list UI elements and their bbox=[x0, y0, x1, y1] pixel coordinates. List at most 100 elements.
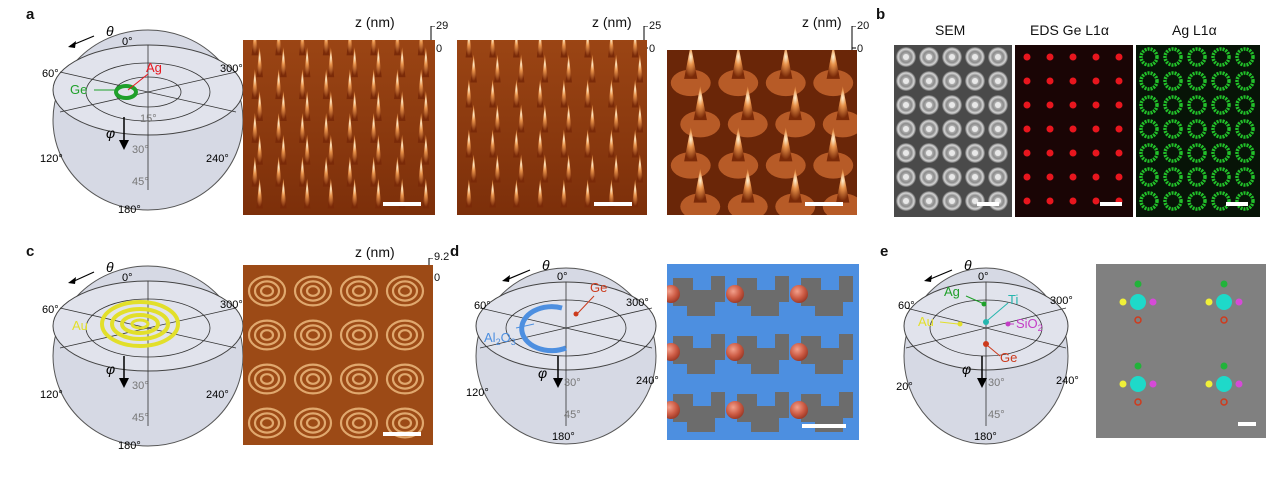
scale-bar bbox=[383, 432, 421, 436]
polar-45: 45° bbox=[132, 412, 149, 424]
afm-spike bbox=[417, 40, 425, 56]
ge-ball bbox=[790, 343, 808, 361]
scale-bar bbox=[1226, 202, 1248, 206]
az-180: 180° bbox=[118, 440, 141, 452]
sem-particle-core bbox=[926, 150, 932, 156]
hemisphere-diagram-c: θ 0° 60° 300° 120° 240° 180° 30° 45° φ A… bbox=[40, 259, 244, 452]
afm-spike bbox=[303, 178, 311, 209]
afm-spike bbox=[251, 69, 259, 100]
mound bbox=[680, 193, 721, 215]
scale-bar bbox=[594, 202, 632, 206]
gray-region bbox=[737, 276, 789, 316]
ge-ball bbox=[667, 343, 680, 361]
sem-particle-core bbox=[995, 54, 1001, 60]
afm-ring bbox=[253, 412, 281, 434]
eds-ge-spot bbox=[1046, 173, 1054, 181]
au-dot bbox=[1205, 298, 1213, 306]
afm-spike bbox=[684, 50, 698, 79]
afm-ring bbox=[299, 368, 327, 390]
ti-dot bbox=[1216, 294, 1232, 310]
gray-region bbox=[673, 276, 725, 316]
eds-ag-ring bbox=[1211, 167, 1231, 187]
ti-dot bbox=[1130, 376, 1146, 392]
afm-spike bbox=[608, 40, 615, 58]
afm-ring bbox=[293, 363, 333, 395]
afm-spike bbox=[256, 90, 263, 121]
ge-ball bbox=[667, 401, 680, 419]
eds-ag-ring bbox=[1187, 191, 1207, 211]
eds-ag-ring bbox=[1139, 95, 1159, 115]
afm-spike bbox=[541, 104, 549, 133]
afm-spike bbox=[465, 129, 473, 158]
afm-spike bbox=[584, 40, 591, 58]
afm-ring bbox=[247, 363, 287, 395]
afm-spike bbox=[731, 50, 745, 79]
sem-particle-core bbox=[903, 198, 909, 204]
afm-spike bbox=[779, 127, 793, 162]
panel-label-e: e bbox=[880, 243, 889, 260]
theta-symbol: θ bbox=[106, 23, 114, 39]
afm-spike bbox=[322, 112, 330, 143]
sem-particle-core bbox=[949, 198, 955, 204]
afm-spike bbox=[299, 156, 306, 187]
afm-spike bbox=[303, 90, 311, 121]
polar-30: 30° bbox=[132, 144, 149, 156]
az-120: 120° bbox=[40, 389, 63, 401]
eds-ge-spot bbox=[1023, 197, 1031, 205]
eds-ag-ring bbox=[1235, 119, 1255, 139]
polar-30: 30° bbox=[988, 377, 1005, 389]
eds-ge-spot bbox=[1092, 101, 1100, 109]
afm-spike bbox=[636, 54, 644, 83]
afm-spike bbox=[541, 154, 549, 183]
au-dot bbox=[1119, 380, 1127, 388]
afm-spike bbox=[536, 40, 544, 58]
afm-zero-a1: 0 bbox=[436, 43, 443, 55]
gray-region bbox=[801, 334, 853, 374]
afm-ring bbox=[293, 319, 333, 351]
afm-spike bbox=[370, 69, 377, 100]
afm-zero-c: 0 bbox=[434, 272, 441, 284]
sem-particle-core bbox=[903, 150, 909, 156]
afm-ring bbox=[299, 412, 327, 434]
eds-ag-map bbox=[1136, 45, 1260, 217]
afm-spike bbox=[299, 40, 306, 56]
eds-ag-ring bbox=[1235, 71, 1255, 91]
ge-ball bbox=[790, 285, 808, 303]
afm-ring bbox=[339, 407, 379, 439]
afm-spike bbox=[251, 156, 259, 187]
afm-spike bbox=[299, 112, 306, 143]
afm-ring bbox=[253, 368, 281, 390]
theta-symbol: θ bbox=[964, 257, 972, 273]
ti-dot bbox=[1216, 376, 1232, 392]
afm-spike bbox=[536, 129, 544, 158]
au-dot bbox=[1119, 298, 1127, 306]
sem-particle-core bbox=[926, 174, 932, 180]
eds-ag-ring bbox=[1211, 47, 1231, 67]
afm-spike bbox=[517, 154, 525, 183]
afm-spike bbox=[417, 156, 425, 187]
afm-ring bbox=[259, 329, 275, 341]
afm-spike bbox=[351, 47, 358, 78]
az-180: 180° bbox=[552, 431, 575, 443]
sem-particle-core bbox=[972, 54, 978, 60]
afm-spike bbox=[788, 168, 802, 203]
eds-ag-ring bbox=[1235, 95, 1255, 115]
afm-spike bbox=[303, 47, 311, 78]
afm-spike bbox=[489, 129, 496, 158]
afm-spike bbox=[375, 47, 382, 78]
afm-spike bbox=[693, 86, 707, 121]
eds-ge-map bbox=[1015, 45, 1133, 217]
eds-ag-ring bbox=[1163, 119, 1183, 139]
afm-spike bbox=[303, 134, 311, 165]
eds-ge-spot bbox=[1092, 53, 1100, 61]
az-120: 120° bbox=[40, 153, 63, 165]
eds-ge-spot bbox=[1092, 125, 1100, 133]
afm-ring bbox=[305, 285, 321, 297]
hemisphere-body bbox=[52, 29, 244, 211]
afm-ring bbox=[345, 280, 373, 302]
eds-ag-ring bbox=[1163, 71, 1183, 91]
eds-ge-spot bbox=[1023, 77, 1031, 85]
afm-ring bbox=[345, 368, 373, 390]
afm-ring bbox=[351, 329, 367, 341]
sio2-dot bbox=[1235, 380, 1243, 388]
